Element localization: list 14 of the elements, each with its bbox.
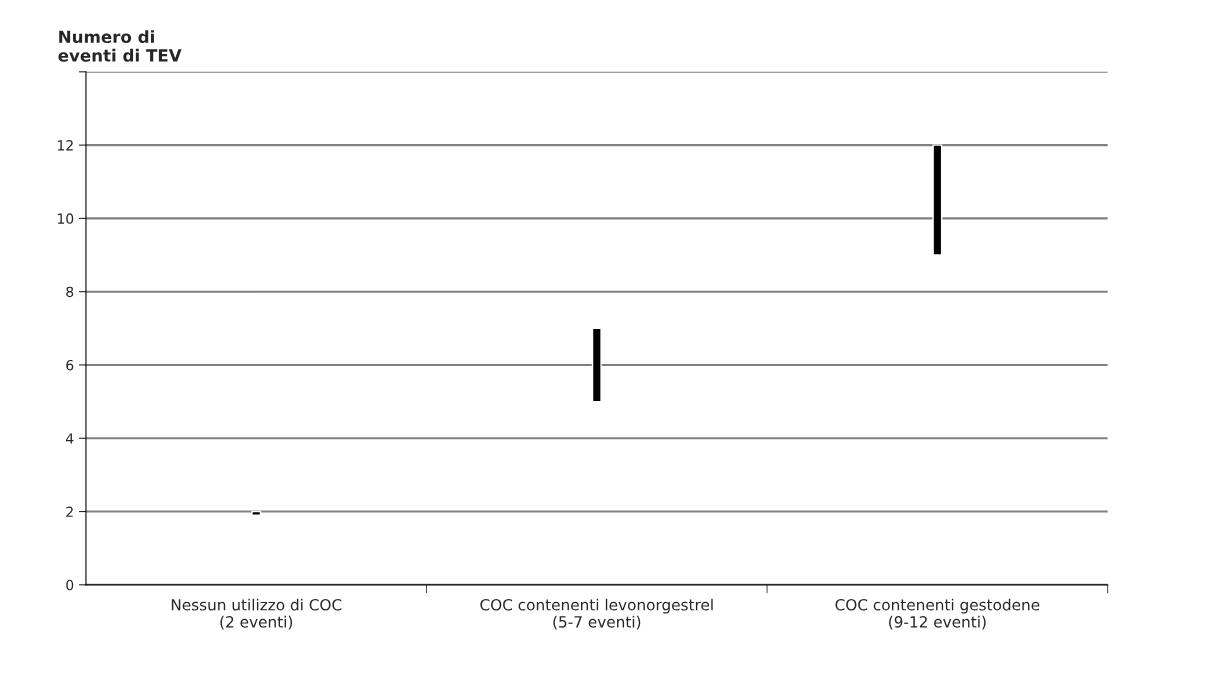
- y-tick-label: 6: [66, 359, 74, 371]
- y-tick-label: 12: [58, 140, 73, 151]
- x-tick-label: COC contenenti levonorgestrel (5-7 eventi): [480, 598, 713, 630]
- x-tick-label: COC contenenti gestodene (9-12 eventi): [835, 598, 1040, 630]
- y-tick-label: 0: [66, 579, 74, 591]
- bar: [251, 510, 262, 516]
- bar: [591, 327, 602, 403]
- bar: [932, 144, 943, 256]
- y-tick-label: 8: [66, 286, 74, 298]
- y-tick-label: 4: [66, 433, 74, 444]
- y-tick-label: 10: [58, 213, 74, 224]
- y-tick-label: 2: [66, 506, 73, 517]
- y-axis-title: Numero di eventi di TEV: [58, 30, 182, 62]
- x-tick-label: Nessun utilizzo di COC (2 eventi): [171, 598, 342, 630]
